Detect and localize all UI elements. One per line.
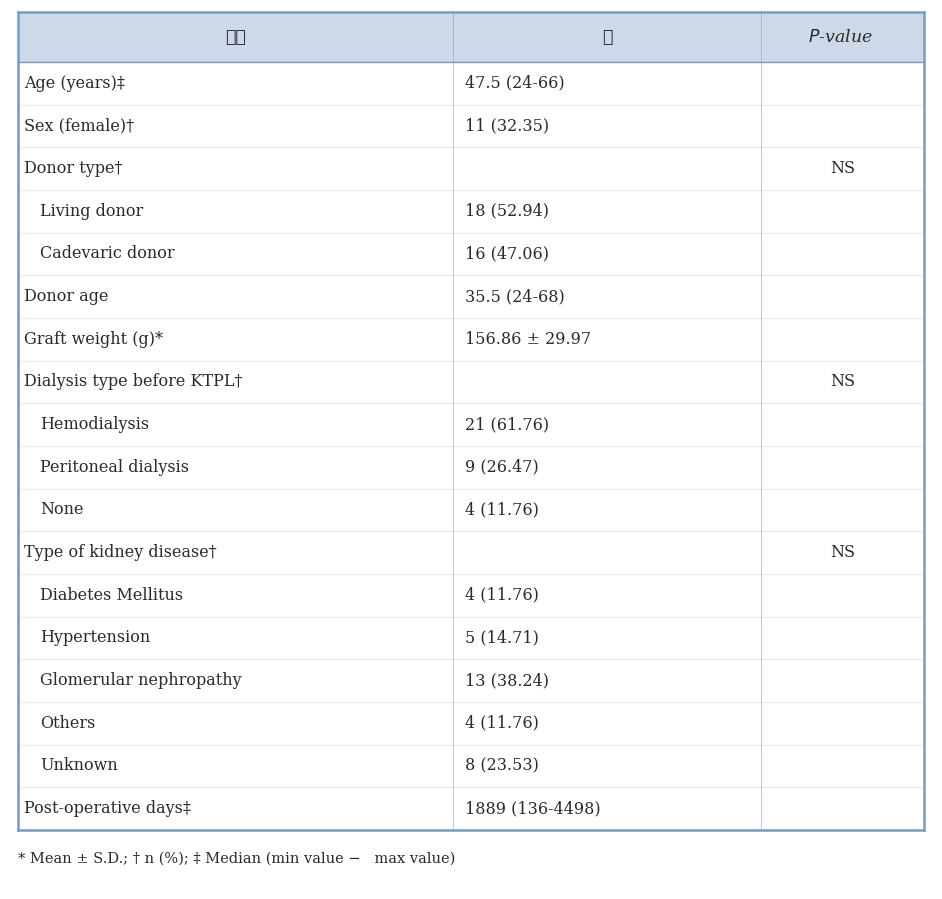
- Text: 값: 값: [602, 28, 612, 46]
- Text: 5 (14.71): 5 (14.71): [465, 629, 539, 646]
- Text: Hypertension: Hypertension: [40, 629, 151, 646]
- Text: NS: NS: [830, 544, 855, 561]
- Text: NS: NS: [830, 373, 855, 390]
- Text: Sex (female)†: Sex (female)†: [24, 118, 134, 135]
- Text: Diabetes Mellitus: Diabetes Mellitus: [40, 587, 183, 604]
- Text: Dialysis type before KTPL†: Dialysis type before KTPL†: [24, 373, 242, 390]
- Text: 16 (47.06): 16 (47.06): [465, 245, 549, 263]
- Text: Peritoneal dialysis: Peritoneal dialysis: [40, 458, 189, 476]
- Text: Hemodialysis: Hemodialysis: [40, 416, 149, 433]
- Text: Age (years)‡: Age (years)‡: [24, 75, 125, 92]
- Text: None: None: [40, 502, 84, 519]
- Text: Post-operative days‡: Post-operative days‡: [24, 800, 191, 817]
- Text: 47.5 (24-66): 47.5 (24-66): [465, 75, 564, 92]
- Text: Glomerular nephropathy: Glomerular nephropathy: [40, 672, 242, 690]
- Text: * Mean ± S.D.; † n (%); ‡ Median (min value −   max value): * Mean ± S.D.; † n (%); ‡ Median (min va…: [18, 852, 455, 866]
- Text: 1889 (136-4498): 1889 (136-4498): [465, 800, 600, 817]
- Text: Others: Others: [40, 715, 95, 732]
- Text: 35.5 (24-68): 35.5 (24-68): [465, 289, 564, 305]
- Text: Donor type†: Donor type†: [24, 160, 122, 177]
- Text: 8 (23.53): 8 (23.53): [465, 758, 539, 775]
- Text: Donor age: Donor age: [24, 289, 108, 305]
- Text: Graft weight (g)*: Graft weight (g)*: [24, 331, 163, 348]
- Text: $P$-value: $P$-value: [808, 29, 873, 46]
- Text: 4 (11.76): 4 (11.76): [465, 715, 539, 732]
- Text: 4 (11.76): 4 (11.76): [465, 587, 539, 604]
- Text: 21 (61.76): 21 (61.76): [465, 416, 549, 433]
- Text: 4 (11.76): 4 (11.76): [465, 502, 539, 519]
- Text: Cadevaric donor: Cadevaric donor: [40, 245, 174, 263]
- Text: Living donor: Living donor: [40, 203, 143, 220]
- Text: 18 (52.94): 18 (52.94): [465, 203, 549, 220]
- Text: 13 (38.24): 13 (38.24): [465, 672, 549, 690]
- Text: 156.86 ± 29.97: 156.86 ± 29.97: [465, 331, 591, 348]
- Text: Type of kidney disease†: Type of kidney disease†: [24, 544, 217, 561]
- Text: Unknown: Unknown: [40, 758, 118, 775]
- Text: 9 (26.47): 9 (26.47): [465, 458, 539, 476]
- Text: NS: NS: [830, 160, 855, 177]
- Bar: [18, 12, 924, 62]
- Text: 항목: 항목: [225, 28, 246, 46]
- Text: 11 (32.35): 11 (32.35): [465, 118, 549, 135]
